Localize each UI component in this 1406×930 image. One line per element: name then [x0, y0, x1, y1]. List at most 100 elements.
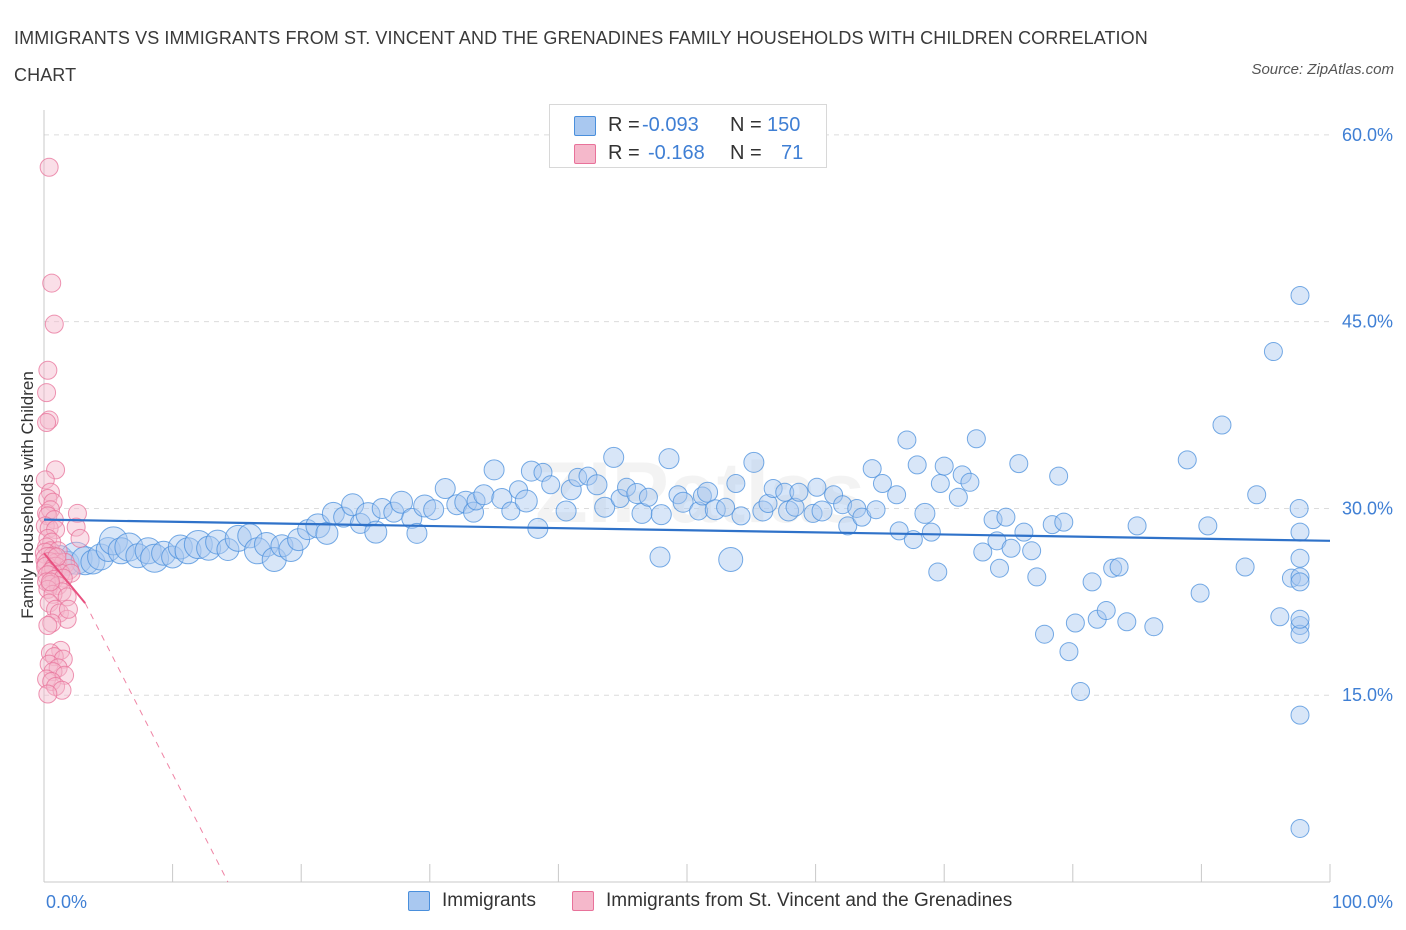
immigrants-point: [578, 466, 598, 486]
legend-n-label: N =: [730, 142, 762, 164]
immigrants-point: [807, 477, 827, 497]
immigrants-point: [1190, 583, 1210, 603]
immigrants-point: [1109, 557, 1129, 577]
series-immigrants: [44, 286, 1310, 838]
immigrants-point: [1027, 567, 1047, 587]
axes: [43, 110, 1331, 883]
bottom-legend-swatch-pink: [572, 891, 594, 911]
st-vincent-point: [39, 157, 59, 177]
st-vincent-point: [57, 609, 77, 629]
st-vincent-point: [43, 662, 63, 682]
st-vincent-point: [37, 383, 57, 403]
st-vincent-point: [66, 517, 86, 537]
immigrants-point: [758, 493, 778, 513]
immigrants-point: [1290, 609, 1310, 629]
st-vincent-trend-extension: [84, 602, 229, 883]
immigrants-point: [1009, 454, 1029, 474]
immigrants-point: [1290, 522, 1310, 542]
immigrants-point: [541, 475, 561, 495]
immigrants-point: [1144, 617, 1164, 637]
immigrants-point: [789, 482, 809, 502]
immigrants-point: [1054, 512, 1074, 532]
immigrants-point: [996, 507, 1016, 527]
immigrants-point: [1117, 612, 1137, 632]
immigrants-point: [930, 474, 950, 494]
st-vincent-point: [38, 360, 58, 380]
st-vincent-point: [38, 684, 58, 704]
bottom-legend-immigrants: Immigrants: [408, 888, 568, 914]
immigrants-point: [1065, 613, 1085, 633]
st-vincent-point: [38, 579, 58, 599]
immigrants-point: [921, 522, 941, 542]
bottom-legend-swatch-blue: [408, 891, 430, 911]
immigrants-point: [1263, 342, 1283, 362]
immigrants-point: [1059, 642, 1079, 662]
immigrants-point: [897, 430, 917, 450]
immigrants-point: [161, 545, 185, 569]
immigrants-point: [1103, 558, 1123, 578]
immigrants-point: [555, 500, 577, 522]
immigrants-point: [1198, 516, 1218, 536]
tick-labels: 15.0% 30.0% 45.0% 60.0% 0.0% 100.0%: [46, 125, 1393, 912]
immigrants-point: [1001, 538, 1021, 558]
immigrants-point: [1290, 624, 1310, 644]
immigrants-point: [261, 547, 287, 573]
st-vincent-trend-line: [43, 552, 86, 604]
grid-lines: [44, 134, 1330, 696]
immigrants-point: [649, 546, 671, 568]
immigrants-point: [434, 478, 456, 500]
immigrants-point: [952, 465, 972, 485]
bottom-legend-st-vincent: Immigrants from St. Vincent and the Gren…: [572, 888, 1052, 914]
st-vincent-point: [58, 599, 78, 619]
immigrants-point: [610, 488, 630, 508]
series-st-vincent: [34, 157, 90, 704]
immigrants-point: [966, 429, 986, 449]
immigrants-point: [838, 516, 858, 536]
immigrants-point: [973, 542, 993, 562]
immigrants-point: [731, 506, 751, 526]
chart-title: IMMIGRANTS VS IMMIGRANTS FROM ST. VINCEN…: [14, 28, 1148, 85]
immigrants-point: [315, 521, 339, 545]
immigrants-point: [390, 490, 414, 514]
immigrants-point: [862, 459, 882, 479]
st-vincent-point: [47, 547, 67, 567]
immigrants-point: [811, 500, 833, 522]
immigrants-point: [406, 522, 428, 544]
immigrants-point: [907, 455, 927, 475]
immigrants-point: [650, 504, 672, 526]
immigrants-point: [1290, 705, 1310, 725]
immigrants-point: [1082, 572, 1102, 592]
legend: R = -0.093 N = 150 R = -0.168 N = 71: [549, 104, 827, 168]
immigrants-point: [80, 549, 106, 575]
st-vincent-point: [53, 649, 73, 669]
immigrants-point: [1212, 415, 1232, 435]
bottom-legend-label: Immigrants from St. Vincent and the Gren…: [606, 890, 1013, 911]
y-tick-label: 30.0%: [1342, 498, 1393, 518]
immigrants-point: [887, 485, 907, 505]
st-vincent-point: [38, 488, 58, 508]
immigrants-point: [463, 501, 485, 523]
immigrants-point: [934, 456, 954, 476]
chart-source: Source: ZipAtlas.com: [1251, 61, 1394, 78]
x-tick-label: 100.0%: [1332, 892, 1393, 912]
immigrants-point: [1290, 567, 1310, 587]
legend-n-value: 150: [767, 114, 801, 136]
immigrants-point: [1096, 601, 1116, 621]
immigrants-point: [1022, 541, 1042, 561]
immigrants-point: [568, 467, 588, 487]
x-tick-label: 0.0%: [46, 892, 87, 912]
immigrants-point: [626, 483, 648, 505]
immigrants-point: [1177, 450, 1197, 470]
immigrants-point: [689, 501, 709, 521]
y-tick-label: 15.0%: [1342, 685, 1393, 705]
legend-r-label: R =: [608, 142, 640, 164]
st-vincent-point: [38, 615, 58, 635]
immigrants-point: [658, 448, 680, 470]
immigrants-point: [603, 446, 625, 468]
immigrants-point: [803, 503, 823, 523]
immigrants-point: [1042, 515, 1062, 535]
immigrants-point: [638, 487, 658, 507]
immigrants-point: [743, 451, 765, 473]
immigrants-point: [847, 498, 867, 518]
immigrants-point: [167, 534, 193, 560]
